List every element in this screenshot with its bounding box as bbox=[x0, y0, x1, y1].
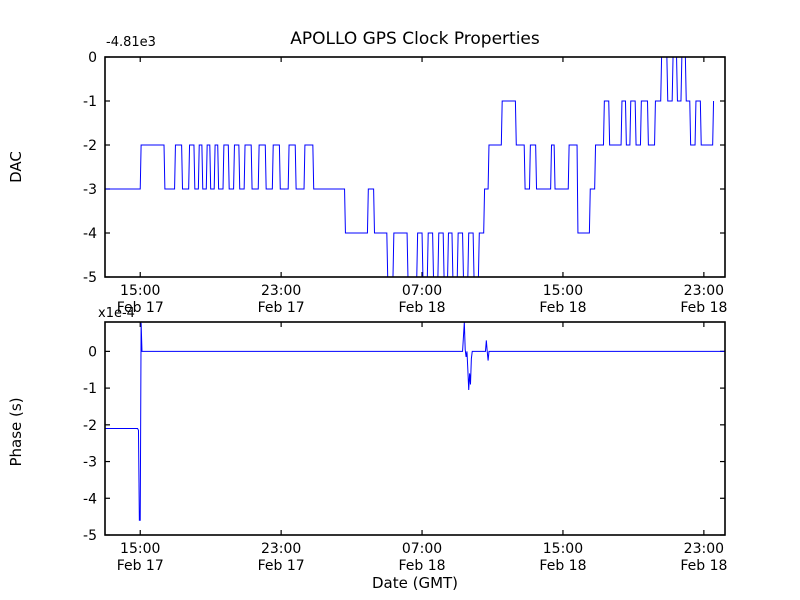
y-axis-label-top: DAC bbox=[7, 151, 25, 183]
y-tick-label: -5 bbox=[83, 270, 97, 286]
x-tick-label-time: 07:00 bbox=[402, 283, 442, 299]
y-tick-label: -2 bbox=[83, 138, 97, 154]
bottom-panel-axes: x1e-4 Phase (s) Date (GMT) 0 -1 -2 -3 -4 -5 1… bbox=[7, 306, 727, 592]
x-tick-label-time: 07:00 bbox=[402, 541, 442, 557]
x-tick-label-time: 23:00 bbox=[261, 541, 301, 557]
x-tick-label-date: Feb 17 bbox=[258, 300, 305, 316]
y-tick-group-top: 0 -1 -2 -3 -4 -5 bbox=[83, 50, 725, 286]
y-tick-group-bottom: 0 -1 -2 -3 -4 -5 bbox=[83, 344, 725, 544]
top-panel-axes: APOLLO GPS Clock Properties -4.81e3 DAC … bbox=[7, 29, 727, 316]
x-tick-label-time: 15:00 bbox=[120, 541, 160, 557]
chart-title: APOLLO GPS Clock Properties bbox=[290, 29, 540, 49]
x-tick-label-time: 23:00 bbox=[684, 541, 724, 557]
x-tick-label-date: Feb 18 bbox=[539, 300, 586, 316]
x-tick-label-date: Feb 18 bbox=[539, 558, 586, 574]
phase-series-line bbox=[105, 322, 725, 520]
y-multiplier-label-bottom: x1e-4 bbox=[98, 306, 135, 321]
y-tick-label: 0 bbox=[88, 344, 97, 360]
x-axis-label: Date (GMT) bbox=[372, 574, 458, 592]
y-tick-label: -4 bbox=[83, 226, 97, 242]
y-tick-label: -1 bbox=[83, 94, 97, 110]
x-tick-label-date: Feb 17 bbox=[117, 300, 164, 316]
x-tick-label-date: Feb 18 bbox=[399, 300, 446, 316]
y-tick-label: -5 bbox=[83, 528, 97, 544]
y-offset-label-top: -4.81e3 bbox=[106, 35, 156, 50]
y-tick-label: -4 bbox=[83, 491, 97, 507]
bottom-plot-frame bbox=[104, 321, 726, 536]
x-tick-label-time: 15:00 bbox=[543, 283, 583, 299]
x-tick-label-time: 15:00 bbox=[543, 541, 583, 557]
x-tick-label-date: Feb 18 bbox=[680, 300, 727, 316]
y-tick-label: 0 bbox=[88, 50, 97, 66]
top-plot-frame bbox=[104, 56, 726, 278]
y-tick-label: -3 bbox=[83, 182, 97, 198]
y-tick-label: -3 bbox=[83, 455, 97, 471]
y-tick-label: -1 bbox=[83, 381, 97, 397]
x-tick-label-time: 23:00 bbox=[261, 283, 301, 299]
x-tick-label-date: Feb 18 bbox=[399, 558, 446, 574]
y-axis-label-bottom: Phase (s) bbox=[7, 397, 25, 466]
x-tick-label-date: Feb 17 bbox=[117, 558, 164, 574]
x-tick-label-date: Feb 17 bbox=[258, 558, 305, 574]
y-tick-label: -2 bbox=[83, 418, 97, 434]
x-tick-label-date: Feb 18 bbox=[680, 558, 727, 574]
dac-series-line bbox=[105, 57, 714, 277]
x-tick-label-time: 23:00 bbox=[684, 283, 724, 299]
x-tick-label-time: 15:00 bbox=[120, 283, 160, 299]
